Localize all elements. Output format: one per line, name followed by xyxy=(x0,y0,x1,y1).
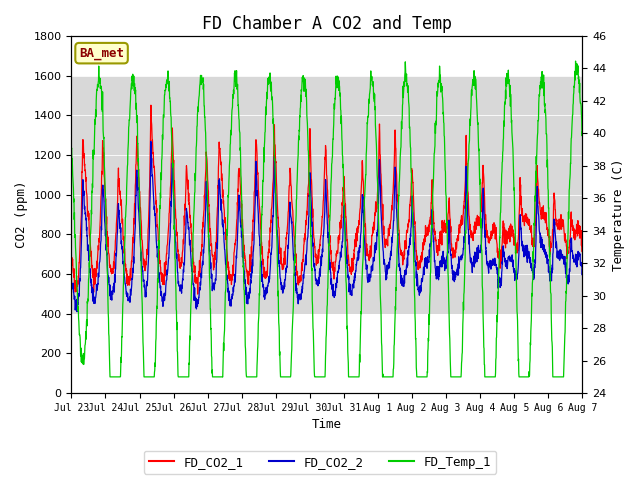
Title: FD Chamber A CO2 and Temp: FD Chamber A CO2 and Temp xyxy=(202,15,452,33)
X-axis label: Time: Time xyxy=(312,419,342,432)
Text: BA_met: BA_met xyxy=(79,47,124,60)
Legend: FD_CO2_1, FD_CO2_2, FD_Temp_1: FD_CO2_1, FD_CO2_2, FD_Temp_1 xyxy=(144,451,496,474)
Y-axis label: CO2 (ppm): CO2 (ppm) xyxy=(15,181,28,248)
Bar xyxy=(72,76,582,314)
Y-axis label: Temperature (C): Temperature (C) xyxy=(612,158,625,271)
